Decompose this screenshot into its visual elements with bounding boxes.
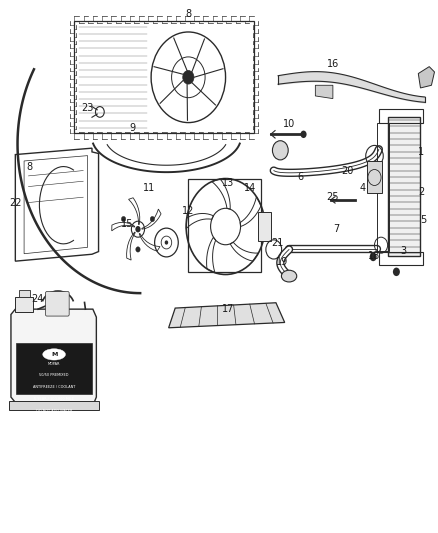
Text: 8: 8: [26, 163, 32, 172]
Text: M: M: [51, 352, 57, 357]
Text: 8: 8: [185, 9, 191, 19]
Bar: [258, 212, 271, 241]
Bar: [388, 117, 420, 256]
Polygon shape: [169, 303, 285, 328]
Bar: [16, 343, 92, 394]
Polygon shape: [315, 85, 333, 99]
Bar: [15, 297, 33, 312]
Text: 13: 13: [222, 177, 234, 188]
Circle shape: [300, 131, 307, 138]
Text: 18: 18: [368, 251, 380, 261]
Text: 16: 16: [327, 59, 339, 69]
Text: ANTIFREEZE / COOLANT: ANTIFREEZE / COOLANT: [33, 385, 75, 389]
Circle shape: [136, 247, 140, 252]
Bar: [9, 401, 99, 410]
Bar: [19, 290, 30, 297]
Bar: [74, 21, 254, 133]
Text: 3: 3: [401, 246, 407, 255]
Circle shape: [183, 70, 194, 84]
Text: 1: 1: [418, 147, 424, 157]
Circle shape: [135, 226, 141, 232]
Circle shape: [272, 141, 288, 160]
Text: 23: 23: [81, 103, 93, 112]
Text: 6: 6: [298, 172, 304, 182]
Text: 14: 14: [244, 183, 257, 192]
Text: 5 YEAR / 100,000 MILE: 5 YEAR / 100,000 MILE: [34, 397, 74, 401]
Text: 10: 10: [283, 119, 295, 129]
Text: HOAT: HOAT: [49, 420, 59, 424]
Text: 20: 20: [342, 166, 354, 175]
Text: 22: 22: [9, 198, 21, 207]
Text: 17: 17: [222, 304, 234, 314]
Text: 24: 24: [31, 294, 43, 304]
Circle shape: [150, 216, 155, 222]
Text: 50/50 PREMIXED: 50/50 PREMIXED: [39, 373, 69, 377]
Polygon shape: [11, 309, 96, 402]
Text: 9: 9: [129, 123, 135, 133]
Ellipse shape: [43, 349, 65, 360]
Text: MOPAR: MOPAR: [48, 361, 60, 366]
Text: 5: 5: [420, 215, 427, 224]
Bar: [379, 109, 423, 123]
Text: 19: 19: [276, 257, 288, 267]
Circle shape: [121, 216, 126, 222]
Text: 7: 7: [333, 224, 339, 234]
Bar: [367, 161, 382, 193]
Text: 12: 12: [182, 206, 194, 216]
Circle shape: [370, 253, 377, 261]
Text: 21: 21: [272, 238, 284, 247]
Bar: [377, 123, 389, 251]
Text: 2: 2: [418, 187, 424, 197]
Bar: [188, 179, 261, 272]
Polygon shape: [418, 67, 434, 88]
Text: 15: 15: [121, 219, 133, 229]
FancyBboxPatch shape: [46, 292, 69, 316]
Text: DO NOT ADD WATER: DO NOT ADD WATER: [36, 408, 72, 413]
Text: 4: 4: [359, 183, 365, 192]
Text: 11: 11: [143, 183, 155, 193]
Circle shape: [393, 268, 400, 276]
Bar: [379, 252, 423, 265]
Circle shape: [165, 240, 168, 245]
Text: 25: 25: [326, 192, 339, 202]
Ellipse shape: [281, 270, 297, 282]
